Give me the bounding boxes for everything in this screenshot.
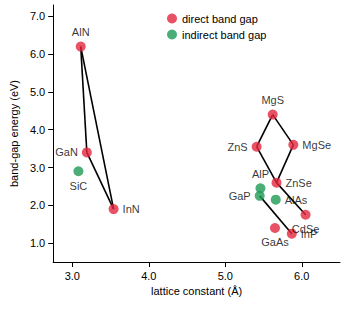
- svg-text:6.0: 6.0: [294, 270, 309, 282]
- svg-text:lattice constant (Å): lattice constant (Å): [151, 285, 242, 297]
- svg-text:ZnS: ZnS: [227, 141, 247, 153]
- svg-text:indirect band gap: indirect band gap: [182, 29, 266, 41]
- svg-text:AlAs: AlAs: [285, 194, 308, 206]
- svg-text:AlP: AlP: [252, 168, 269, 180]
- svg-text:band-gap energy (eV): band-gap energy (eV): [8, 80, 20, 187]
- svg-text:CdSe: CdSe: [292, 223, 320, 235]
- svg-text:InN: InN: [123, 203, 140, 215]
- svg-text:5.0: 5.0: [218, 270, 233, 282]
- svg-text:GaAs: GaAs: [261, 236, 289, 248]
- svg-text:SiC: SiC: [70, 180, 88, 192]
- svg-text:4.0: 4.0: [141, 270, 156, 282]
- svg-text:direct band gap: direct band gap: [182, 13, 258, 25]
- svg-text:MgS: MgS: [261, 94, 284, 106]
- svg-text:AlN: AlN: [72, 26, 90, 38]
- svg-text:4.0: 4.0: [30, 124, 45, 136]
- svg-text:7.0: 7.0: [30, 10, 45, 22]
- svg-text:3.0: 3.0: [30, 162, 45, 174]
- svg-text:ZnSe: ZnSe: [286, 177, 312, 189]
- svg-text:MgSe: MgSe: [302, 139, 331, 151]
- svg-text:6.0: 6.0: [30, 48, 45, 60]
- svg-text:GaN: GaN: [55, 146, 78, 158]
- svg-text:2.0: 2.0: [30, 199, 45, 211]
- svg-text:5.0: 5.0: [30, 86, 45, 98]
- svg-text:GaP: GaP: [229, 190, 251, 202]
- svg-text:1.0: 1.0: [30, 237, 45, 249]
- svg-text:3.0: 3.0: [65, 270, 80, 282]
